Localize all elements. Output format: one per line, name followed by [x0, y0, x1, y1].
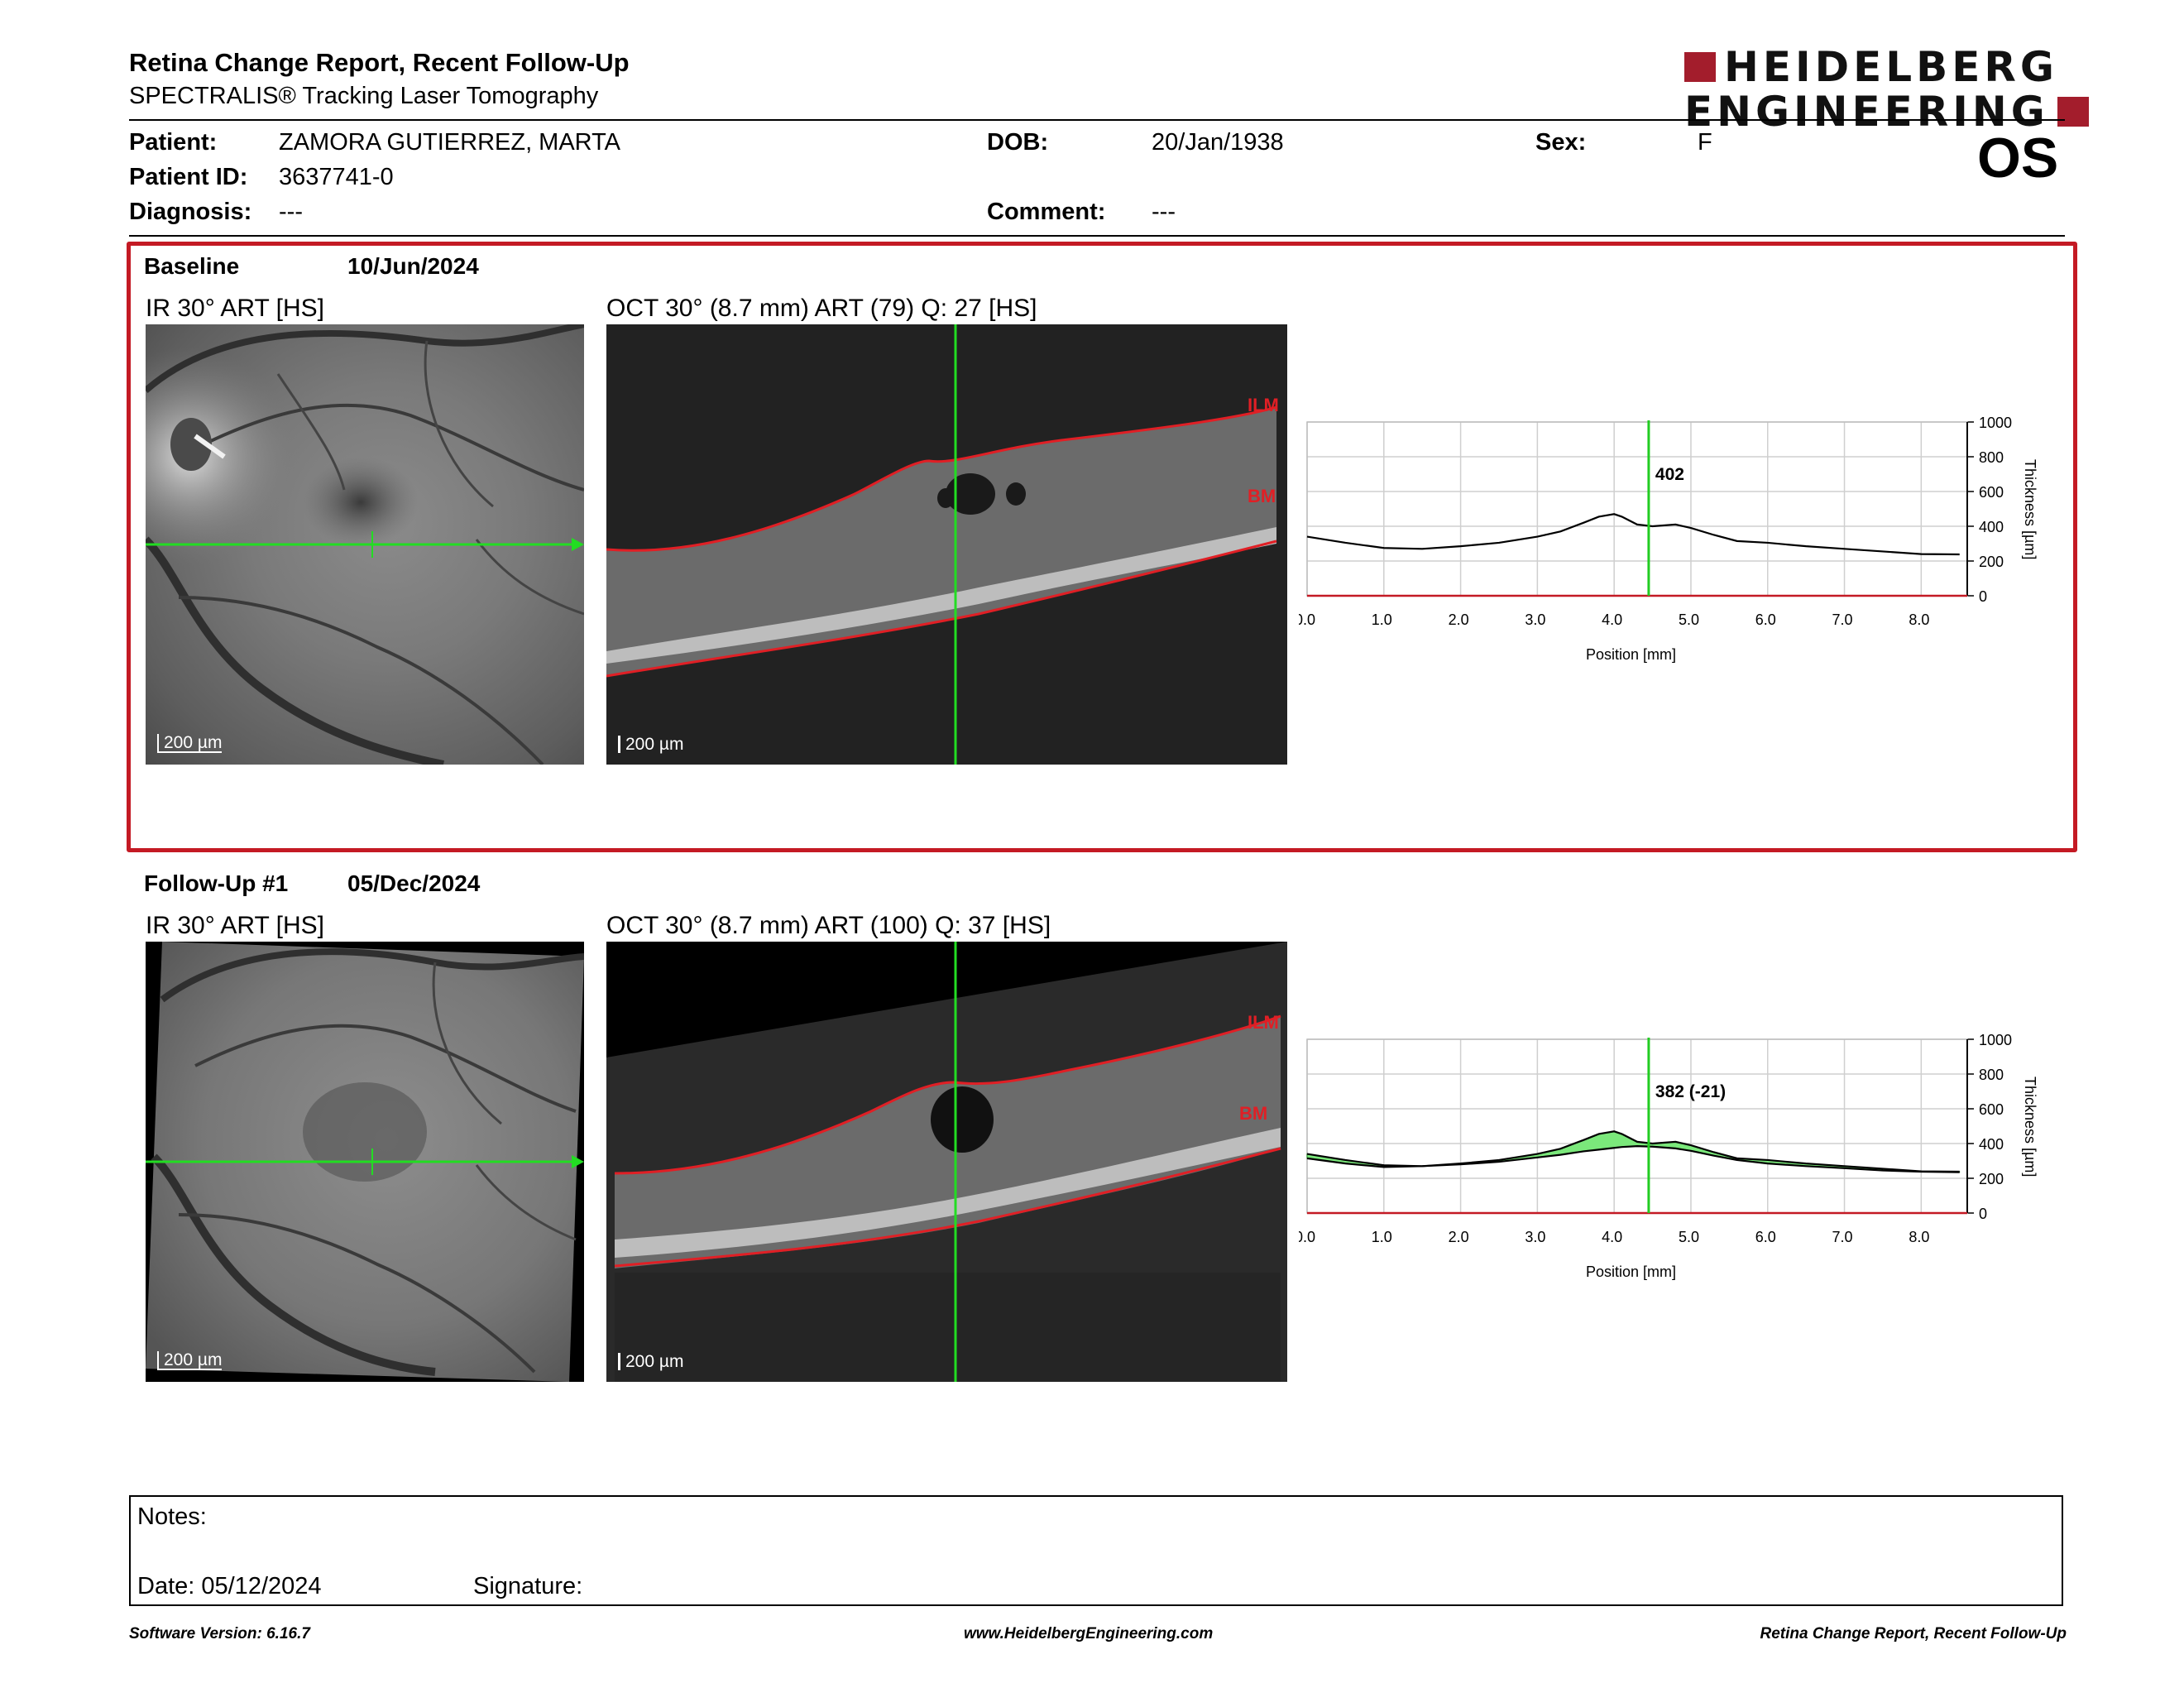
report-title: Retina Change Report, Recent Follow-Up — [129, 48, 630, 77]
thickness-line-1 — [1306, 1130, 1960, 1173]
baseline-oct-bscan-image[interactable]: ILM BM 200 µm — [606, 324, 1287, 765]
logo-text-line1: HEIDELBERG — [1724, 43, 2058, 91]
dob-label: DOB: — [987, 129, 1049, 156]
x-tick-label: 7.0 — [1832, 1229, 1853, 1245]
y-tick-label: 600 — [1979, 1101, 2004, 1118]
thickness-line-0 — [1306, 513, 1960, 556]
followup-ir-fundus-image[interactable]: 200 µm — [146, 942, 584, 1382]
y-tick-label: 1000 — [1979, 1032, 2012, 1048]
x-tick-label: 4.0 — [1602, 1229, 1622, 1245]
patient-label: Patient: — [129, 129, 218, 156]
followup-date: 05/Dec/2024 — [347, 870, 481, 896]
cursor-value-label: 382 (-21) — [1655, 1082, 1726, 1101]
baseline-bm-label: BM — [1248, 486, 1276, 506]
notes-label: Notes: — [137, 1503, 207, 1530]
baseline-oct-caption: OCT 30° (8.7 mm) ART (79) Q: 27 [HS] — [606, 295, 1037, 322]
y-tick-label: 800 — [1979, 1067, 2004, 1083]
plot-frame — [1306, 1038, 1968, 1214]
diagnosis-value: --- — [279, 199, 303, 225]
notes-box[interactable]: Notes: Date: 05/12/2024 Signature: — [129, 1495, 2063, 1606]
x-tick-label: 5.0 — [1679, 1229, 1699, 1245]
y-tick-label: 200 — [1979, 1171, 2004, 1187]
baseline-section-frame — [127, 242, 2077, 852]
x-axis-label: Position [mm] — [1586, 1264, 1676, 1280]
notes-date: Date: 05/12/2024 — [137, 1573, 322, 1599]
x-tick-label: 0.0 — [1299, 611, 1315, 628]
patient-id-label: Patient ID: — [129, 164, 248, 190]
x-tick-label: 2.0 — [1449, 1229, 1469, 1245]
x-tick-label: 4.0 — [1602, 611, 1622, 628]
sex-label: Sex: — [1535, 129, 1587, 156]
x-tick-label: 6.0 — [1755, 611, 1776, 628]
followup-label: Follow-Up #1 — [144, 870, 289, 896]
baseline-thickness-chart: 0 200 400 600 800 1000 0.0 1.0 2.0 3.0 4.0 5.0 6.0 7.… — [1299, 415, 2038, 663]
followup-oct-caption: OCT 30° (8.7 mm) ART (100) Q: 37 [HS] — [606, 912, 1051, 939]
y-tick-label: 0 — [1979, 588, 1987, 605]
y-tick-label: 600 — [1979, 484, 2004, 501]
baseline-ir-fundus-image[interactable]: 200 µm — [146, 324, 584, 765]
baseline-ir-scale: 200 µm — [157, 734, 223, 753]
followup-ir-scale: 200 µm — [157, 1351, 223, 1370]
y-axis-label: Thickness [µm] — [2022, 459, 2038, 559]
comment-value: --- — [1152, 199, 1176, 225]
signature-label: Signature: — [473, 1573, 583, 1599]
y-tick-label: 200 — [1979, 554, 2004, 570]
followup-oct-bscan-image[interactable]: ILM BM 200 µm — [606, 942, 1287, 1382]
y-tick-label: 400 — [1979, 1136, 2004, 1153]
x-tick-label: 1.0 — [1372, 1229, 1392, 1245]
patient-id: 3637741-0 — [279, 164, 394, 190]
baseline-oct-scale: 200 µm — [618, 736, 683, 753]
logo-text-line2: ENGINEERING — [1684, 88, 2049, 136]
x-tick-label: 5.0 — [1679, 611, 1699, 628]
baseline-date: 10/Jun/2024 — [347, 253, 479, 279]
baseline-ilm-label: ILM — [1248, 395, 1279, 415]
followup-thickness-chart: 0 200 400 600 800 1000 0.0 1.0 2.0 3.0 4.0 5.0 6.0 7.… — [1299, 1032, 2038, 1280]
x-tick-label: 8.0 — [1909, 1229, 1929, 1245]
followup-bm-label: BM — [1239, 1103, 1267, 1124]
baseline-ir-caption: IR 30° ART [HS] — [146, 295, 324, 322]
x-tick-label: 0.0 — [1299, 1229, 1315, 1245]
heidelberg-logo: HEIDELBERG ENGINEERING — [1684, 46, 2089, 132]
x-axis-label: Position [mm] — [1586, 646, 1676, 663]
report-subtitle: SPECTRALIS® Tracking Laser Tomography — [129, 83, 599, 109]
x-tick-label: 6.0 — [1755, 1229, 1776, 1245]
y-tick-label: 800 — [1979, 449, 2004, 466]
logo-square-icon — [2057, 97, 2089, 127]
x-tick-label: 8.0 — [1909, 611, 1929, 628]
sex-value: F — [1698, 129, 1712, 156]
followup-ilm-label: ILM — [1248, 1012, 1279, 1033]
followup-oct-scale: 200 µm — [618, 1353, 683, 1370]
footer-website[interactable]: www.HeidelbergEngineering.com — [964, 1625, 1214, 1642]
diagnosis-label: Diagnosis: — [129, 199, 252, 225]
footer-report-name: Retina Change Report, Recent Follow-Up — [1760, 1625, 2067, 1642]
plot-frame — [1306, 421, 1968, 597]
comment-label: Comment: — [987, 199, 1106, 225]
header-divider — [129, 119, 2065, 121]
y-tick-label: 0 — [1979, 1206, 1987, 1222]
x-tick-label: 3.0 — [1525, 1229, 1545, 1245]
followup-ir-caption: IR 30° ART [HS] — [146, 912, 324, 939]
eye-indicator: OS — [1977, 127, 2059, 189]
patient-name: ZAMORA GUTIERREZ, MARTA — [279, 129, 621, 156]
x-tick-label: 7.0 — [1832, 611, 1853, 628]
cursor-value-label: 402 — [1655, 465, 1684, 484]
y-tick-label: 1000 — [1979, 415, 2012, 431]
y-axis-label: Thickness [µm] — [2022, 1077, 2038, 1177]
logo-square-icon — [1684, 52, 1716, 82]
baseline-label: Baseline — [144, 253, 240, 279]
x-tick-label: 2.0 — [1449, 611, 1469, 628]
x-tick-label: 1.0 — [1372, 611, 1392, 628]
y-tick-label: 400 — [1979, 519, 2004, 535]
x-tick-label: 3.0 — [1525, 611, 1545, 628]
dob-value: 20/Jan/1938 — [1152, 129, 1284, 156]
patient-divider — [129, 235, 2065, 237]
footer-version: Software Version: 6.16.7 — [129, 1625, 310, 1642]
